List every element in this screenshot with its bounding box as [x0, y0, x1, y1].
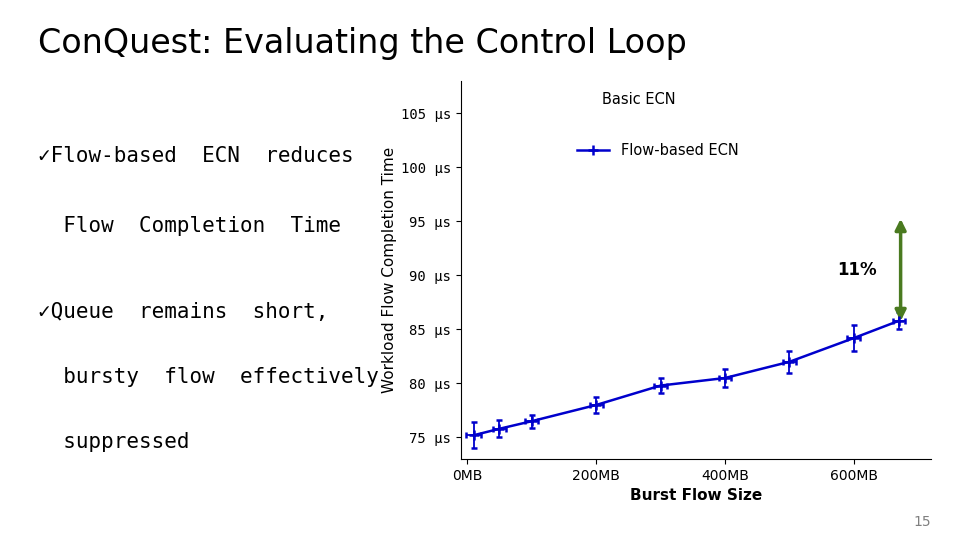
- Text: ✓Queue  remains  short,: ✓Queue remains short,: [38, 302, 328, 322]
- Text: Basic ECN: Basic ECN: [602, 92, 676, 107]
- Text: bursty  flow  effectively: bursty flow effectively: [38, 367, 379, 387]
- Text: suppressed: suppressed: [38, 432, 190, 452]
- Text: 11%: 11%: [837, 261, 877, 279]
- Text: ConQuest: Evaluating the Control Loop: ConQuest: Evaluating the Control Loop: [38, 27, 687, 60]
- Text: ✓Flow-based  ECN  reduces: ✓Flow-based ECN reduces: [38, 146, 354, 166]
- Text: Flow  Completion  Time: Flow Completion Time: [38, 216, 342, 236]
- Text: 15: 15: [914, 515, 931, 529]
- Y-axis label: Workload Flow Completion Time: Workload Flow Completion Time: [382, 147, 396, 393]
- Legend: Flow-based ECN: Flow-based ECN: [571, 138, 745, 164]
- X-axis label: Burst Flow Size: Burst Flow Size: [630, 488, 762, 503]
